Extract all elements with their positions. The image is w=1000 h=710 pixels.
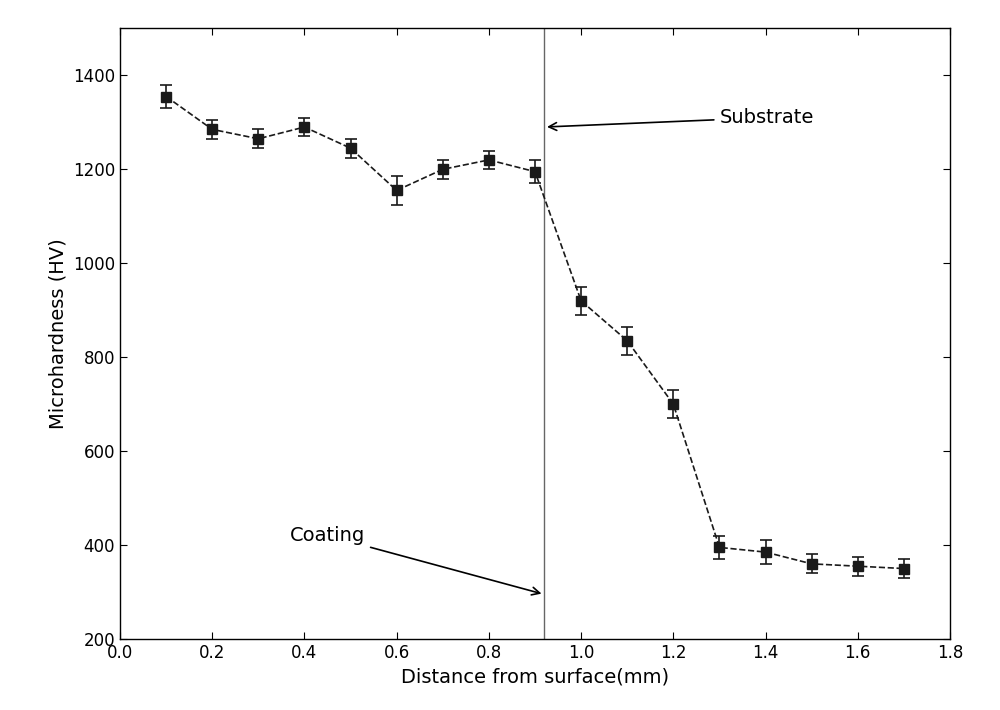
X-axis label: Distance from surface(mm): Distance from surface(mm) <box>401 667 669 687</box>
Text: Coating: Coating <box>290 526 540 595</box>
Text: Substrate: Substrate <box>549 108 814 131</box>
Y-axis label: Microhardness (HV): Microhardness (HV) <box>48 239 67 429</box>
